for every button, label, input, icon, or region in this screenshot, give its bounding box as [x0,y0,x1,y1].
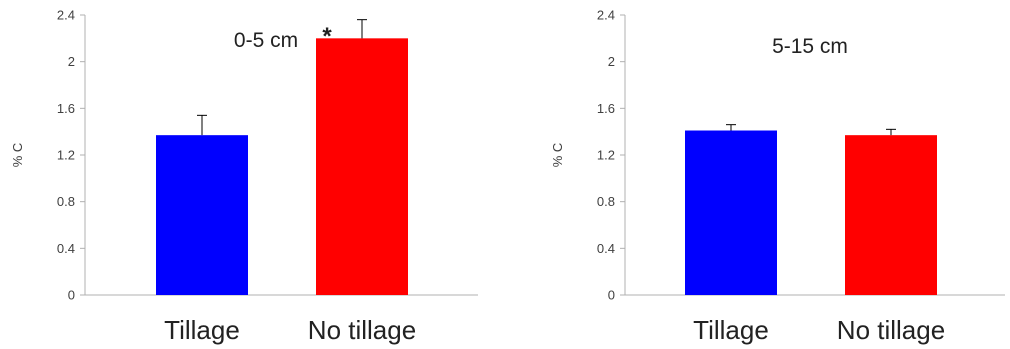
chart-2-y-axis-label: % C [550,143,565,168]
chart-1-title: 0-5 cm [234,29,298,52]
chart-1-y-tick-label: 0.8 [57,194,75,209]
chart-1-y-tick-label: 2 [68,54,75,69]
chart-2-title: 5-15 cm [772,35,848,58]
chart-2-y-tick-label: 0 [608,288,615,303]
chart-1-category-label: No tillage [308,315,416,345]
chart-1-y-axis-label: % C [10,143,25,168]
chart-2-category-label: No tillage [837,315,945,345]
chart-1-y-tick-label: 1.6 [57,101,75,116]
chart-1-y-tick-label: 0 [68,288,75,303]
chart-1-bar-tillage [156,135,248,295]
chart-1-category-label: Tillage [164,315,240,345]
chart-2-y-tick-label: 1.2 [597,148,615,163]
chart-2-y-tick-label: 0.8 [597,194,615,209]
chart-2-y-tick-label: 0.4 [597,241,615,256]
chart-2-bar-no-tillage [845,135,937,295]
chart-2-y-tick-label: 1.6 [597,101,615,116]
chart-2-y-tick-label: 2.4 [597,8,615,23]
chart-2-y-tick-label: 2 [608,54,615,69]
chart-1-y-tick-label: 0.4 [57,241,75,256]
chart-1-significance-marker: * [322,23,332,50]
chart-2-bar-tillage [685,130,777,295]
chart-2-category-label: Tillage [693,315,769,345]
chart-1-y-tick-label: 1.2 [57,148,75,163]
chart-1-y-tick-label: 2.4 [57,8,75,23]
chart-1-bar-no-tillage [316,38,408,295]
